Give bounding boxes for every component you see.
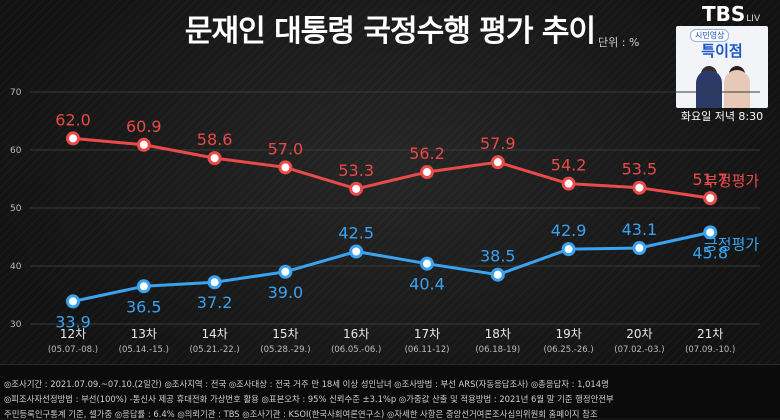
data-point	[703, 191, 718, 206]
x-tick-label: 14차	[201, 327, 227, 341]
broadcaster-logo: TBSLIV	[702, 2, 760, 26]
footer-line: 주민등록인구통계 기준, 셀가중 ◎응답률 : 6.4% ◎의뢰기관 : TBS…	[4, 409, 598, 419]
data-point	[207, 275, 222, 290]
data-label: 60.9	[126, 117, 162, 136]
x-tick-sublabel: (07.02.-03.)	[614, 345, 664, 355]
data-point	[420, 256, 434, 271]
data-label: 51.7	[692, 170, 728, 189]
data-point	[420, 165, 434, 180]
data-point	[632, 241, 647, 256]
data-label: 53.5	[622, 160, 658, 179]
footer-line: ◎피조사자선정방법 : 부선(100%) -통신사 제공 휴대전화 가상번호 활…	[4, 394, 614, 404]
x-tick-sublabel: (07.09.-10.)	[685, 345, 735, 355]
survey-footer: ◎조사기간 : 2021.07.09.~07.10.(2일간) ◎조사지역 : …	[0, 364, 780, 419]
chart-title: 문재인 대통령 국정수행 평가 추이	[184, 14, 596, 49]
data-point	[561, 176, 576, 191]
data-point	[490, 155, 505, 170]
data-label: 38.5	[480, 247, 516, 266]
y-tick-label: 70	[10, 88, 22, 98]
data-point	[278, 160, 293, 175]
x-tick-sublabel: (05.14.-15.)	[119, 345, 169, 355]
data-point	[207, 151, 222, 166]
data-label: 54.2	[551, 156, 587, 175]
x-tick-label: 18차	[485, 327, 511, 341]
x-tick-sublabel: (05.21.-22.)	[189, 345, 239, 355]
data-label: 62.0	[55, 110, 91, 129]
data-point	[66, 131, 80, 146]
promo-tag: 시민영상	[690, 29, 730, 42]
data-point	[561, 242, 576, 257]
footer-line: ◎조사기간 : 2021.07.09.~07.10.(2일간) ◎조사지역 : …	[4, 379, 609, 389]
data-label: 57.0	[268, 139, 304, 158]
data-point	[632, 180, 647, 195]
promo-time: 화요일 저녁 8:30	[680, 110, 764, 123]
x-tick-label: 17차	[414, 327, 440, 341]
legend-label: 부정평가	[704, 172, 759, 190]
data-point	[136, 137, 151, 152]
data-label: 56.2	[409, 144, 445, 163]
data-point	[703, 225, 718, 240]
data-point	[490, 267, 505, 282]
data-point	[349, 244, 364, 259]
series-line	[72, 230, 711, 303]
x-tick-label: 15차	[272, 327, 298, 341]
x-tick-label: 16차	[343, 327, 369, 341]
data-label: 42.9	[551, 221, 587, 240]
data-label: 45.8	[692, 243, 728, 262]
host-person-icon	[696, 70, 722, 108]
data-label: 39.0	[268, 283, 304, 302]
x-tick-sublabel: (06.05.-06.)	[331, 345, 381, 355]
x-tick-sublabel: (05.28.-29.)	[260, 345, 310, 355]
x-tick-sublabel: (06.25.-26.)	[543, 345, 593, 355]
data-point	[136, 279, 151, 294]
data-label: 58.6	[197, 130, 233, 149]
unit-label: 단위 : %	[598, 36, 640, 49]
x-tick-sublabel: (05.07.-08.)	[48, 345, 98, 355]
promo-name: 특이점	[701, 42, 743, 60]
data-label: 36.5	[126, 297, 162, 316]
data-label: 57.9	[480, 134, 516, 153]
logo-text: TBS	[702, 2, 746, 26]
data-point	[349, 181, 364, 196]
data-point	[278, 264, 293, 279]
program-promo-card: 시민영상 특이점	[676, 26, 768, 108]
line-chart: 30 40 50 60 70 12차 (05.07.-08.) 13차 (05.14.-15.)…	[10, 88, 760, 355]
x-tick-label: 21차	[697, 327, 723, 341]
y-tick-label: 50	[10, 204, 22, 214]
y-tick-label: 40	[10, 262, 22, 272]
x-tick-sublabel: (06.11-12)	[405, 345, 450, 355]
logo-suffix: LIV	[746, 14, 761, 24]
data-label: 42.5	[338, 224, 374, 243]
series-line	[72, 136, 711, 200]
x-tick-label: 19차	[555, 327, 581, 341]
x-tick-label: 20차	[626, 327, 652, 341]
host-person-icon	[724, 70, 750, 108]
x-tick-sublabel: (06.18-19)	[475, 345, 520, 355]
data-label: 33.9	[55, 312, 91, 331]
data-label: 37.2	[197, 293, 233, 312]
x-tick-label: 13차	[131, 327, 157, 341]
legend-label: 긍정평가	[704, 235, 759, 253]
y-tick-label: 60	[10, 146, 22, 156]
y-tick-label: 30	[10, 320, 22, 330]
data-label: 40.4	[409, 275, 445, 294]
data-label: 43.1	[622, 220, 658, 239]
data-label: 53.3	[338, 161, 374, 180]
data-point	[66, 294, 80, 309]
x-tick-label: 12차	[60, 327, 86, 341]
